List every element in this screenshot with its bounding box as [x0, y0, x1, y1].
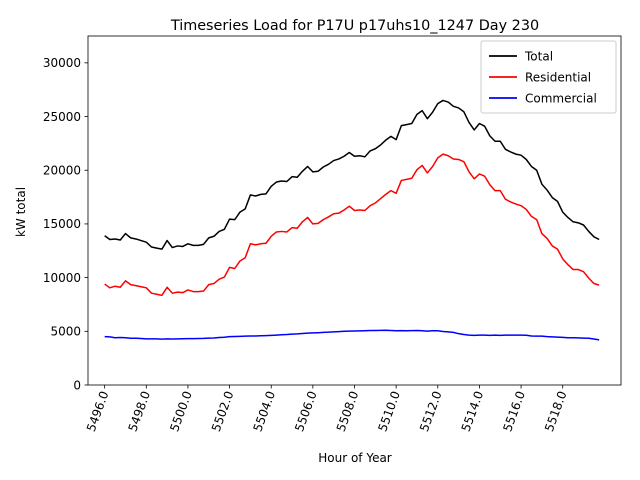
legend-label-total: Total: [524, 50, 553, 64]
y-tick-label: 10000: [43, 271, 81, 285]
y-tick-label: 20000: [43, 164, 81, 178]
y-axis-title: kW total: [14, 187, 28, 237]
y-tick-label: 15000: [43, 217, 81, 231]
y-tick-label: 5000: [50, 325, 81, 339]
y-tick-label: 30000: [43, 56, 81, 70]
series-line-residential: [104, 153, 600, 297]
legend-label-commercial: Commercial: [525, 92, 597, 106]
x-axis-title: Hour of Year: [318, 451, 392, 465]
y-tick-label: 25000: [43, 110, 81, 124]
series-line-total: [104, 99, 600, 250]
legend: Total Residential Commercial: [480, 40, 617, 114]
legend-box: [480, 40, 617, 114]
series-line-commercial: [104, 329, 600, 341]
chart-title: Timeseries Load for P17U p17uhs10_1247 D…: [170, 18, 539, 34]
legend-label-residential: Residential: [525, 71, 591, 85]
y-tick-label: 0: [73, 378, 81, 392]
